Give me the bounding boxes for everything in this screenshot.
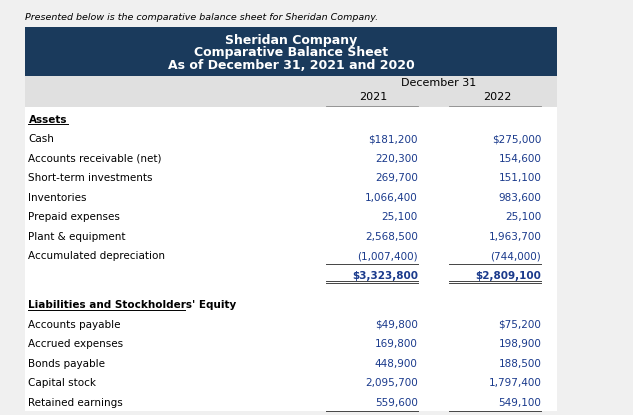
Text: Liabilities and Stockholders' Equity: Liabilities and Stockholders' Equity xyxy=(28,300,237,310)
Text: (744,000): (744,000) xyxy=(491,251,541,261)
Text: 25,100: 25,100 xyxy=(382,212,418,222)
Text: 1,963,700: 1,963,700 xyxy=(488,232,541,242)
Text: Accumulated depreciation: Accumulated depreciation xyxy=(28,251,165,261)
Text: 1,066,400: 1,066,400 xyxy=(365,193,418,203)
Text: (1,007,400): (1,007,400) xyxy=(357,251,418,261)
Text: Prepaid expenses: Prepaid expenses xyxy=(28,212,120,222)
Text: 448,900: 448,900 xyxy=(375,359,418,369)
Text: 198,900: 198,900 xyxy=(498,339,541,349)
Text: 169,800: 169,800 xyxy=(375,339,418,349)
Text: Cash: Cash xyxy=(28,134,54,144)
Text: 25,100: 25,100 xyxy=(505,212,541,222)
Text: Accounts payable: Accounts payable xyxy=(28,320,121,330)
Text: $275,000: $275,000 xyxy=(492,134,541,144)
Text: $3,323,800: $3,323,800 xyxy=(352,271,418,281)
Text: Inventories: Inventories xyxy=(28,193,87,203)
Text: As of December 31, 2021 and 2020: As of December 31, 2021 and 2020 xyxy=(168,59,415,71)
Text: Sheridan Company: Sheridan Company xyxy=(225,34,357,46)
Text: Accrued expenses: Accrued expenses xyxy=(28,339,123,349)
Text: 2022: 2022 xyxy=(483,92,511,102)
Text: 983,600: 983,600 xyxy=(498,193,541,203)
Text: 2021: 2021 xyxy=(360,92,387,102)
Text: 1,797,400: 1,797,400 xyxy=(488,378,541,388)
Text: Plant & equipment: Plant & equipment xyxy=(28,232,126,242)
Text: Assets: Assets xyxy=(28,115,67,124)
Text: Bonds payable: Bonds payable xyxy=(28,359,106,369)
Text: 559,600: 559,600 xyxy=(375,398,418,408)
Text: 188,500: 188,500 xyxy=(498,359,541,369)
Text: 220,300: 220,300 xyxy=(375,154,418,164)
Text: $181,200: $181,200 xyxy=(368,134,418,144)
Text: Capital stock: Capital stock xyxy=(28,378,96,388)
Text: $49,800: $49,800 xyxy=(375,320,418,330)
Text: $2,809,100: $2,809,100 xyxy=(475,271,541,281)
Text: December 31: December 31 xyxy=(401,78,476,88)
Text: Retained earnings: Retained earnings xyxy=(28,398,123,408)
Text: Short-term investments: Short-term investments xyxy=(28,173,153,183)
Text: 549,100: 549,100 xyxy=(498,398,541,408)
Text: Presented below is the comparative balance sheet for Sheridan Company.: Presented below is the comparative balan… xyxy=(25,13,379,22)
Text: 2,095,700: 2,095,700 xyxy=(365,378,418,388)
Text: 269,700: 269,700 xyxy=(375,173,418,183)
Text: Comparative Balance Sheet: Comparative Balance Sheet xyxy=(194,46,388,59)
Text: 154,600: 154,600 xyxy=(498,154,541,164)
Text: $75,200: $75,200 xyxy=(498,320,541,330)
Text: Accounts receivable (net): Accounts receivable (net) xyxy=(28,154,162,164)
Text: 151,100: 151,100 xyxy=(498,173,541,183)
Text: 2,568,500: 2,568,500 xyxy=(365,232,418,242)
